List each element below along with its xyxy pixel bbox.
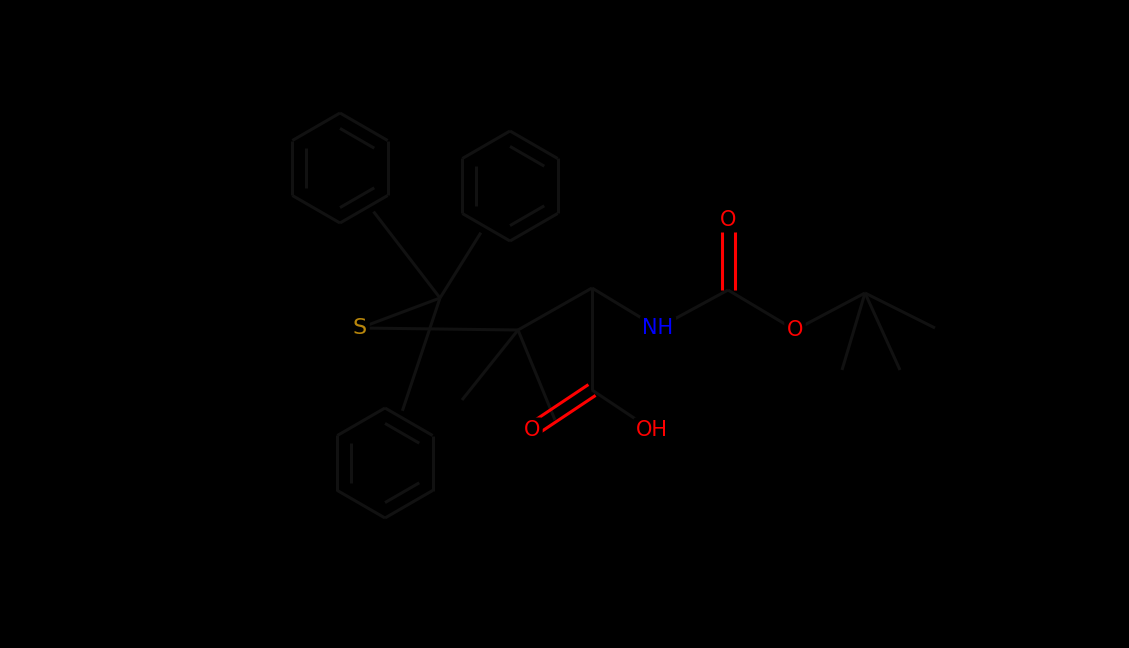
Text: OH: OH [636,420,668,440]
Text: S: S [353,318,367,338]
Text: O: O [720,210,736,230]
Text: NH: NH [642,318,674,338]
Text: O: O [787,320,803,340]
Text: O: O [524,420,540,440]
